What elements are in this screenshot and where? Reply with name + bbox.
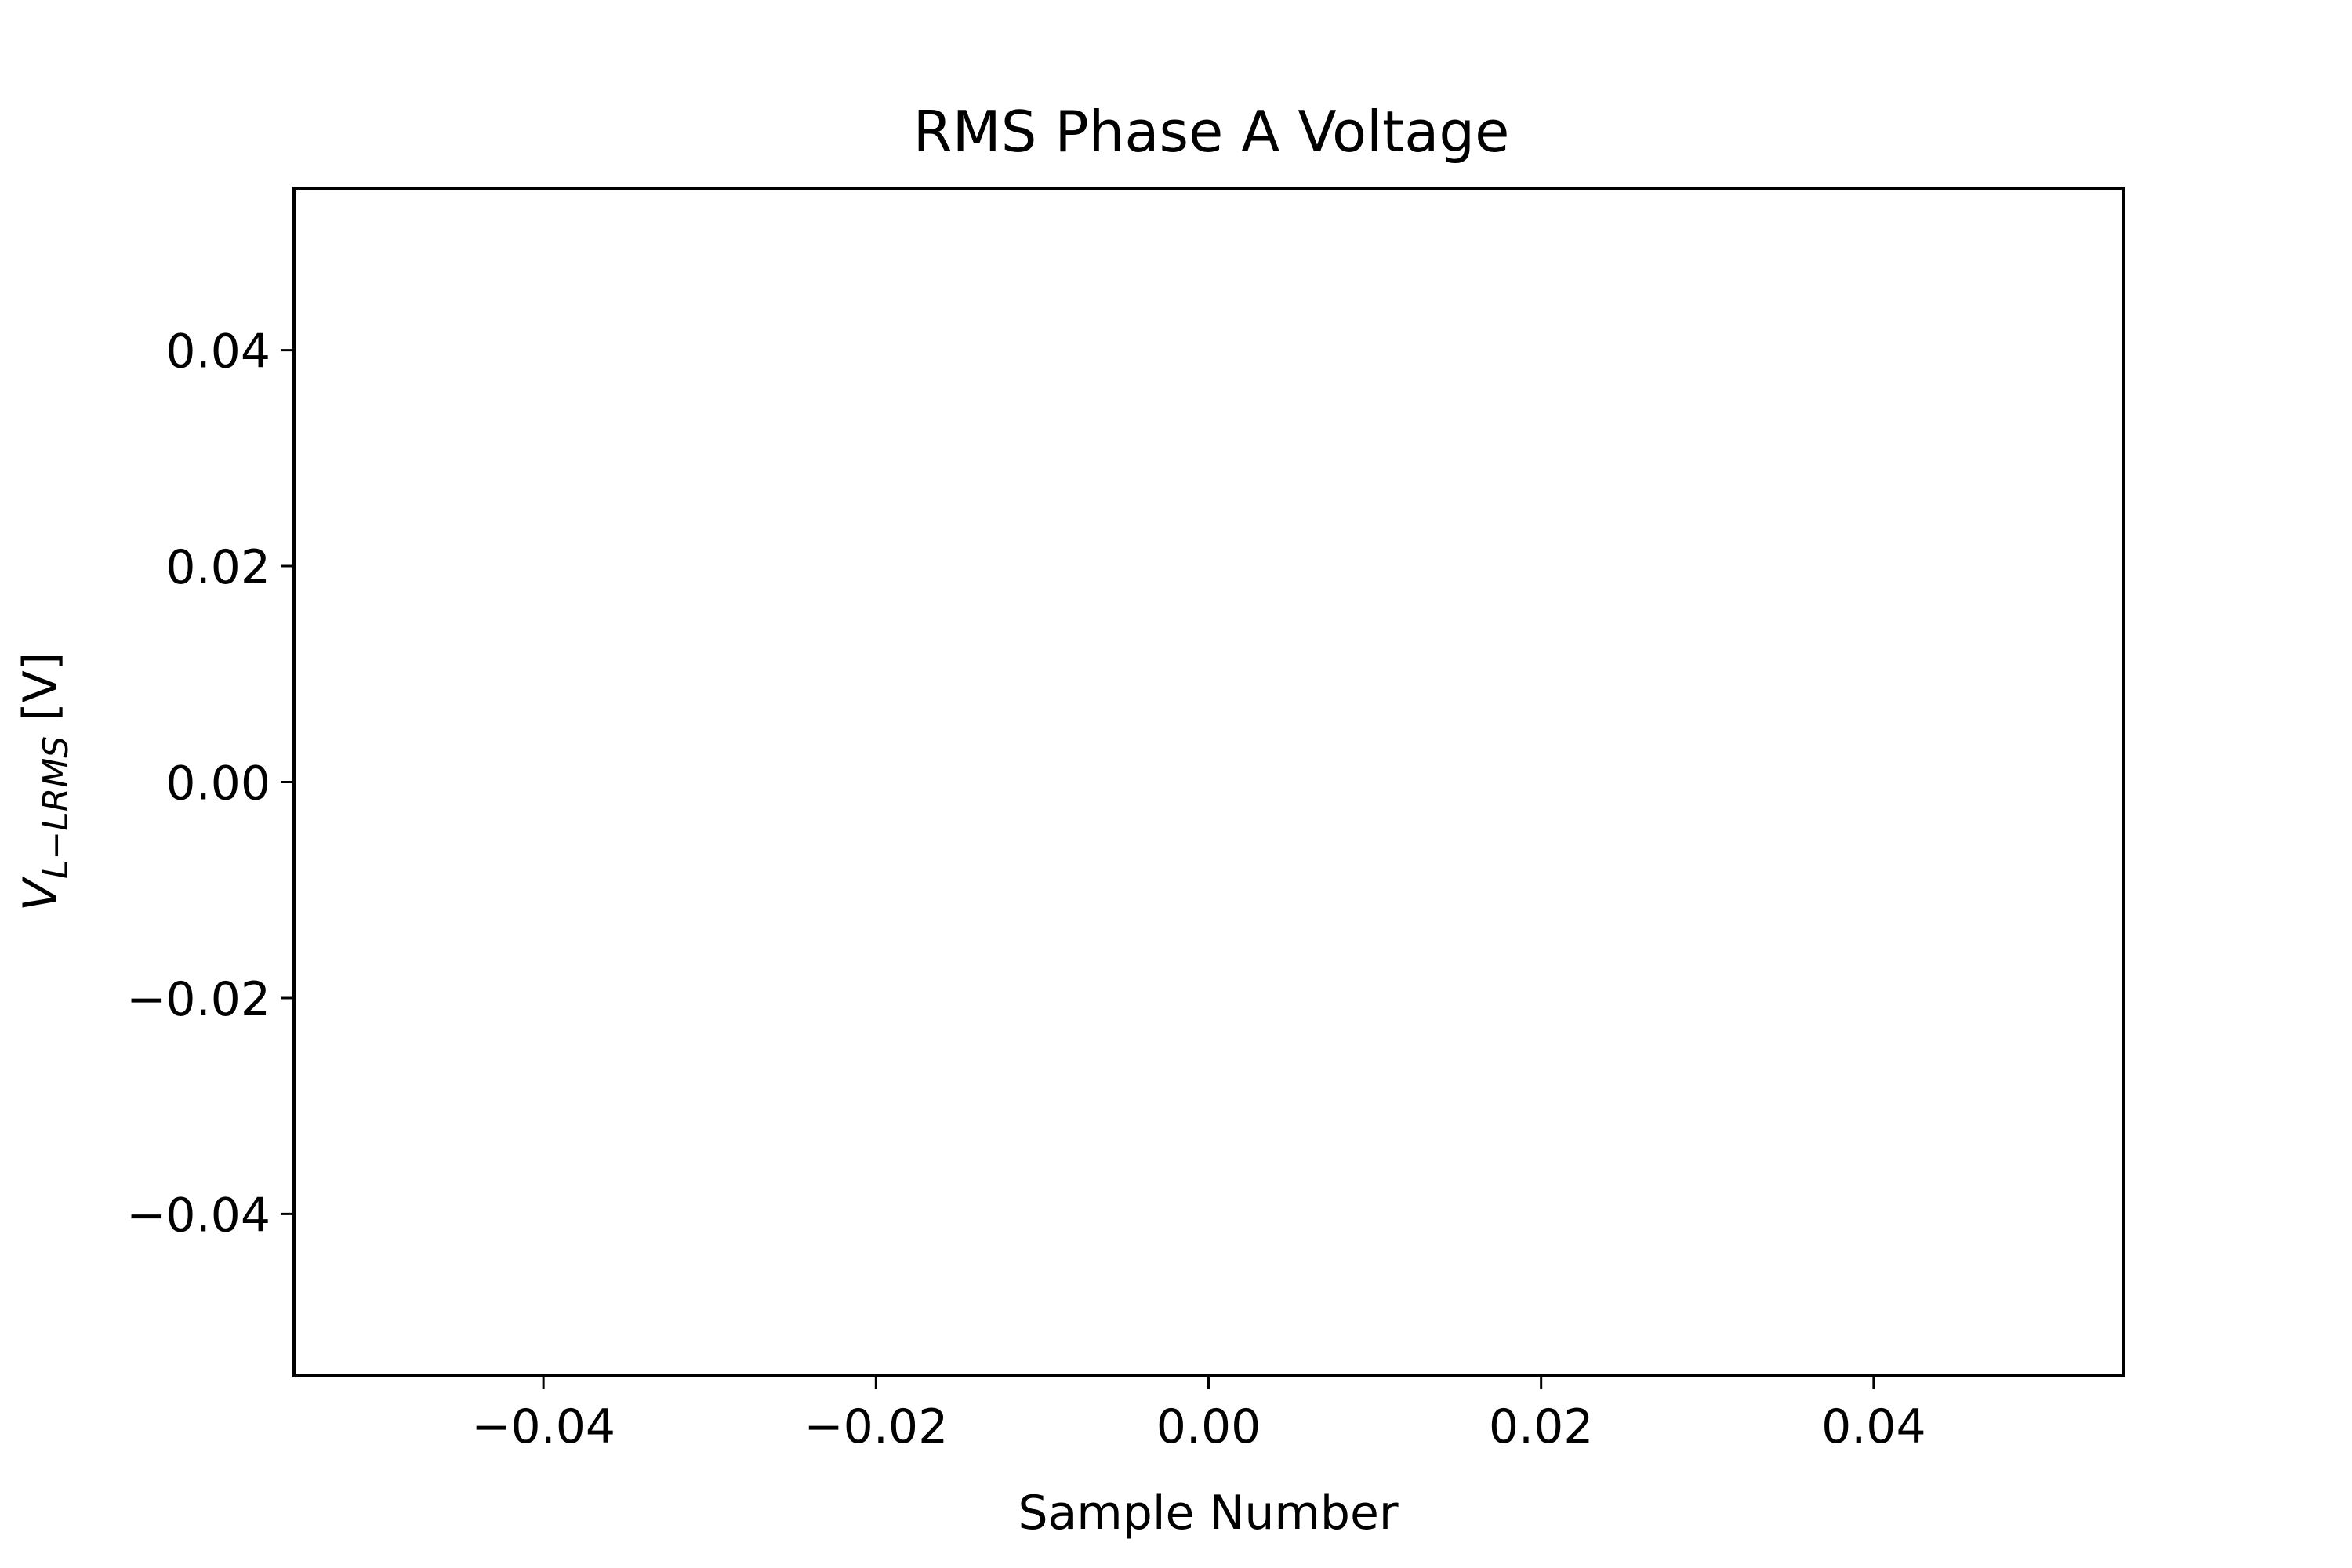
x-tick-label: 0.00	[1156, 1399, 1261, 1454]
x-axis-label: Sample Number	[1018, 1486, 1398, 1541]
chart-title: RMS Phase A Voltage	[913, 99, 1510, 165]
y-axis-label: VL−LRMS [V]	[13, 652, 76, 911]
y-tick-label: −0.04	[126, 1188, 270, 1243]
x-tick-label: 0.04	[1821, 1399, 1926, 1454]
x-tick-label: −0.04	[471, 1399, 615, 1454]
y-axis-label-space	[13, 721, 68, 736]
y-tick-label: 0.02	[165, 540, 270, 595]
x-tick-label: −0.02	[804, 1399, 948, 1454]
y-axis-ticks: −0.04 −0.02 0.00 0.02 0.04	[126, 325, 294, 1243]
y-tick-label: 0.00	[165, 757, 270, 811]
y-axis-label-subscript: L−LRMS	[36, 736, 76, 879]
x-tick-label: 0.02	[1489, 1399, 1594, 1454]
x-axis-ticks: −0.04 −0.02 0.00 0.02 0.04	[471, 1376, 1926, 1454]
y-tick-label: −0.02	[126, 972, 270, 1027]
y-tick-label: 0.04	[165, 325, 270, 379]
y-axis-label-main: V	[13, 876, 68, 911]
y-axis-label-unit: [V]	[13, 652, 68, 721]
